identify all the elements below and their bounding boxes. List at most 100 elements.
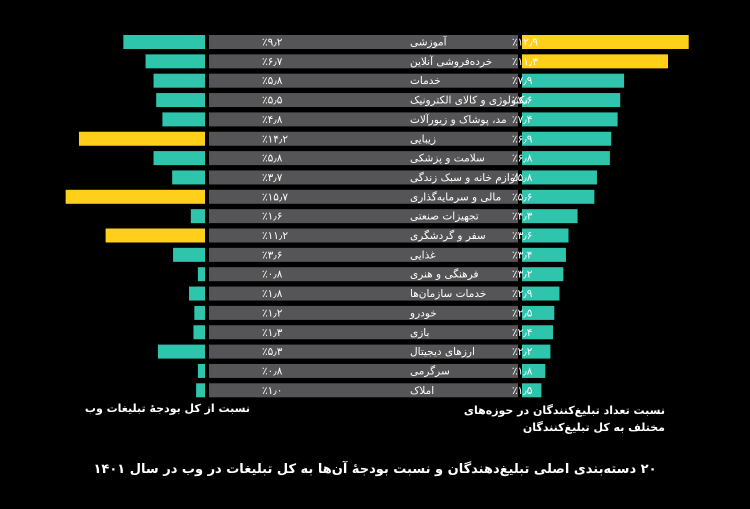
budget-share-bar — [145, 54, 205, 69]
budget-share-label: ٪۰٫۸ — [262, 269, 283, 281]
budget-share-label: ٪۳٫۶ — [262, 249, 282, 261]
category-label: مالی و سرمایه‌گذاری — [410, 190, 501, 203]
category-label: فرهنگی و هنری — [410, 268, 479, 281]
budget-share-label: ٪۶٫۷ — [262, 56, 283, 68]
budget-share-bar — [189, 286, 205, 301]
category-row — [209, 35, 518, 49]
advertiser-share-bar — [522, 305, 555, 320]
budget-share-bar — [153, 73, 205, 88]
budget-share-label: ٪۵٫۳ — [262, 346, 283, 358]
advertiser-share-label: ٪۷٫۹ — [512, 75, 533, 87]
budget-share-label: ٪۱٫۳ — [262, 327, 283, 339]
budget-share-bar — [105, 228, 205, 243]
advertiser-share-bar — [522, 325, 554, 340]
category-row — [209, 344, 518, 359]
budget-share-label: ٪۱٫۲ — [262, 307, 283, 319]
legend-right-series: نسبت تعداد تبلیغ‌کنندگان در حوزه‌های مخت… — [463, 404, 665, 434]
advertiser-share-label: ٪۲٫۲ — [512, 346, 533, 358]
category-row — [209, 305, 518, 320]
budget-share-label: ٪۹٫۲ — [262, 37, 283, 49]
category-row — [209, 131, 518, 146]
budget-share-label: ٪۱٫۶ — [262, 211, 282, 223]
budget-share-bar — [194, 305, 205, 320]
budget-share-bar — [172, 170, 205, 185]
category-row — [209, 189, 518, 204]
advertiser-share-label: ٪۲٫۵ — [512, 307, 533, 319]
advertiser-share-bar — [522, 73, 625, 88]
advertiser-share-bar — [522, 131, 612, 146]
advertiser-share-bar — [522, 228, 569, 243]
advertiser-share-label: ٪۳٫۶ — [512, 230, 532, 242]
advertiser-share-label: ٪۱۱٫۳ — [512, 56, 538, 68]
advertiser-share-label: ٪۶٫۹ — [512, 133, 533, 145]
category-row — [209, 247, 518, 262]
advertiser-share-bar — [522, 209, 578, 224]
advertiser-share-label: ٪۵٫۶ — [512, 191, 532, 203]
advertiser-share-label: ٪۱٫۸ — [512, 365, 533, 377]
budget-share-bar — [196, 383, 205, 398]
budget-share-label: ٪۱۴٫۲ — [262, 133, 288, 145]
budget-share-bar — [65, 189, 205, 204]
category-row — [209, 93, 518, 108]
budget-share-label: ٪۱۵٫۷ — [262, 191, 288, 203]
budget-share-label: ٪۳٫۷ — [262, 172, 283, 184]
budget-share-bar — [197, 363, 205, 378]
budget-share-label: ٪۱٫۰ — [262, 385, 282, 397]
category-label: تکنولوژی و کالای الکترونیک — [410, 95, 528, 107]
advertiser-share-bar — [522, 363, 546, 378]
category-row — [209, 325, 518, 340]
category-label: سفر و گردشگری — [410, 229, 486, 242]
category-label: ارزهای دیجیتال — [410, 346, 475, 358]
advertiser-share-bar — [522, 344, 551, 359]
budget-share-bar — [193, 325, 205, 340]
budget-share-bar — [162, 112, 205, 127]
budget-share-bar — [173, 247, 205, 262]
advertiser-share-label: ٪۷٫۴ — [512, 114, 532, 126]
category-label: سلامت و پزشکی — [410, 153, 485, 165]
advertiser-share-label: ٪۲٫۹ — [512, 288, 533, 300]
advertiser-share-bar — [522, 286, 560, 301]
category-row — [209, 363, 518, 378]
category-row — [209, 228, 518, 243]
budget-share-label: ٪۱٫۸ — [262, 288, 283, 300]
category-label: خدمات — [410, 75, 441, 87]
advertiser-share-bar — [522, 93, 621, 108]
advertiser-share-bar — [522, 189, 595, 204]
budget-share-label: ٪۵٫۸ — [262, 153, 283, 165]
budget-share-bar — [78, 131, 205, 146]
category-row — [209, 54, 518, 69]
advertiser-share-label: ٪۱٫۵ — [512, 385, 533, 397]
advertiser-share-bar — [522, 112, 618, 127]
category-label: املاک — [410, 385, 434, 397]
advertiser-share-label: ٪۱۲٫۹ — [512, 37, 538, 49]
budget-share-bar — [153, 151, 205, 166]
category-row — [209, 383, 518, 398]
advertiser-share-bar — [522, 151, 610, 166]
category-row — [209, 112, 518, 127]
advertiser-share-bar — [522, 383, 542, 398]
category-label: آموزشی — [410, 36, 448, 49]
legend-left-series: نسبت از کل بودجهٔ تبلیغات وب — [84, 402, 250, 415]
category-row — [209, 209, 518, 224]
budget-share-label: ٪۰٫۸ — [262, 365, 283, 377]
category-label: خرده‌فروشی آنلاین — [410, 55, 492, 68]
budget-share-label: ٪۱۱٫۲ — [262, 230, 288, 242]
budget-share-bar — [156, 93, 205, 108]
category-label: زیبایی — [410, 133, 436, 145]
budget-share-bar — [157, 344, 205, 359]
budget-share-bar — [190, 209, 205, 224]
category-label: تجهیزات صنعتی — [410, 211, 479, 223]
advertiser-share-bar — [522, 35, 689, 49]
category-row — [209, 170, 518, 185]
advertiser-share-label: ٪۵٫۸ — [512, 172, 533, 184]
category-row — [209, 267, 518, 282]
advertiser-share-label: ٪۷٫۶ — [512, 95, 532, 107]
advertiser-share-label: ٪۲٫۴ — [512, 327, 532, 339]
advertiser-share-label: ٪۳٫۲ — [512, 269, 533, 281]
category-row — [209, 151, 518, 166]
advertiser-share-label: ٪۳٫۴ — [512, 249, 532, 261]
category-label: خدمات سازمان‌ها — [410, 288, 486, 300]
chart-title: ۲۰ دسته‌بندی اصلی تبلیغ‌دهندگان و نسبت ب… — [93, 462, 657, 477]
category-label: سرگرمی — [410, 364, 450, 377]
advertiser-share-label: ٪۶٫۸ — [512, 153, 533, 165]
